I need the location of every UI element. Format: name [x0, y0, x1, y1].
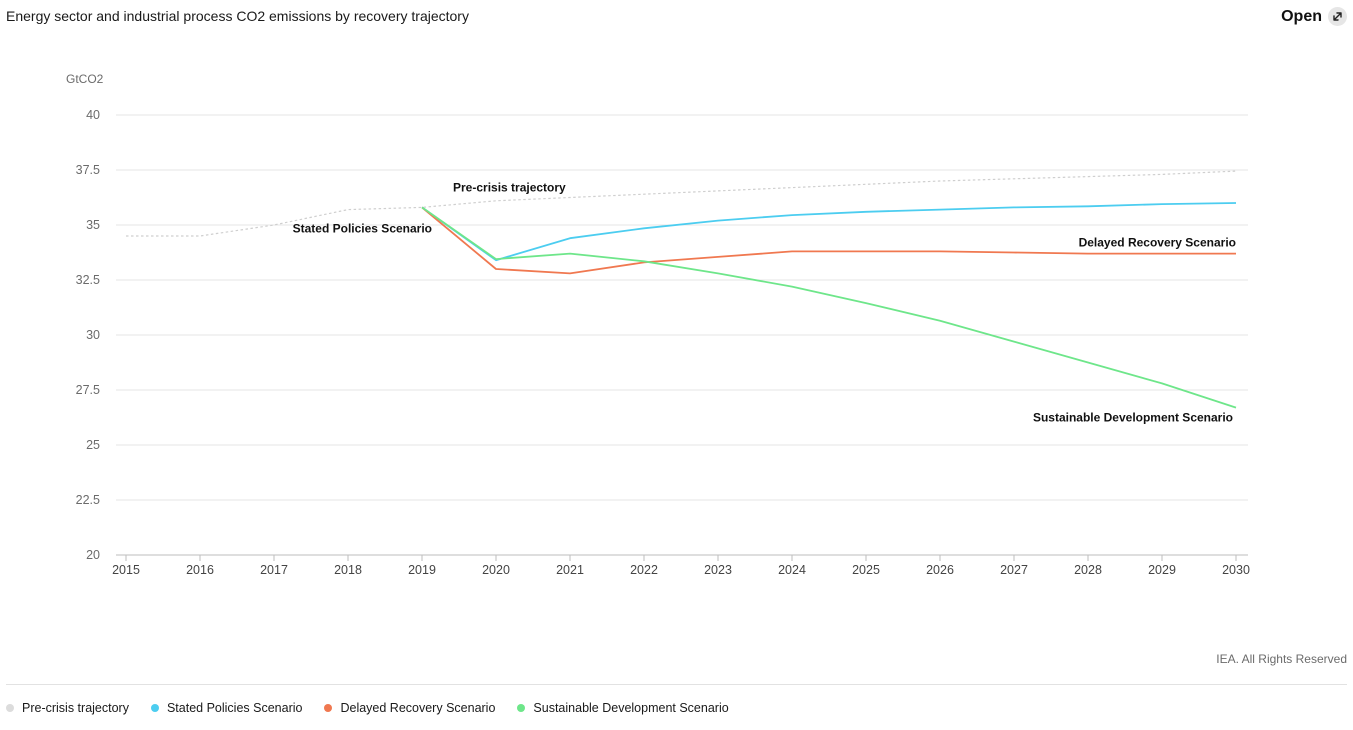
annotation-sustainable-development: Sustainable Development Scenario	[1033, 411, 1233, 425]
y-tick-label: 20	[86, 548, 100, 562]
y-tick-label: 25	[86, 438, 100, 452]
annotation-delayed-recovery: Delayed Recovery Scenario	[1079, 236, 1236, 250]
x-tick-label: 2015	[112, 563, 140, 577]
x-tick-label: 2024	[778, 563, 806, 577]
x-tick-label: 2026	[926, 563, 954, 577]
x-tick-label: 2019	[408, 563, 436, 577]
legend-label: Stated Policies Scenario	[166, 701, 303, 715]
copyright-text: IEA. All Rights Reserved	[1216, 652, 1347, 666]
x-tick-label: 2016	[186, 563, 214, 577]
x-tick-label: 2025	[852, 563, 880, 577]
x-tick-label: 2030	[1222, 563, 1250, 577]
annotation-pre-crisis: Pre-crisis trajectory	[453, 181, 566, 195]
x-tick-label: 2018	[334, 563, 362, 577]
series-line-pre-crisis	[126, 170, 1237, 237]
expand-arrow-icon	[1328, 7, 1347, 26]
x-tick-label: 2020	[482, 563, 510, 577]
y-tick-label: 22.5	[76, 493, 100, 507]
x-tick-label: 2023	[704, 563, 732, 577]
x-tick-label: 2029	[1148, 563, 1176, 577]
legend-label: Sustainable Development Scenario	[533, 701, 729, 715]
chart-title: Energy sector and industrial process CO2…	[6, 8, 469, 24]
x-tick-label: 2028	[1074, 563, 1102, 577]
open-button[interactable]: Open	[1281, 7, 1347, 26]
legend-item-delayed-recovery[interactable]: Delayed Recovery Scenario	[324, 701, 495, 715]
legend-item-pre-crisis[interactable]: Pre-crisis trajectory	[6, 701, 129, 715]
y-tick-label: 37.5	[76, 163, 100, 177]
legend-item-stated-policies[interactable]: Stated Policies Scenario	[150, 701, 303, 715]
y-tick-label: 32.5	[76, 273, 100, 287]
x-tick-label: 2021	[556, 563, 584, 577]
y-tick-label: 40	[86, 108, 100, 122]
series-line-delayed-recovery	[421, 206, 1236, 275]
series-line-stated-policies	[421, 202, 1237, 262]
x-tick-label: 2022	[630, 563, 658, 577]
y-axis-label: GtCO2	[66, 72, 104, 86]
y-tick-label: 35	[86, 218, 100, 232]
legend-dot	[150, 704, 159, 712]
legend-dot	[324, 704, 333, 712]
legend-label: Delayed Recovery Scenario	[340, 701, 496, 715]
legend-dot	[6, 704, 14, 712]
footer-divider	[6, 684, 1347, 685]
legend-dot	[517, 704, 526, 712]
series-line-sustainable-development	[421, 206, 1237, 409]
y-tick-label: 27.5	[76, 383, 100, 397]
x-tick-label: 2027	[1000, 563, 1028, 577]
legend-item-sustainable-development[interactable]: Sustainable Development Scenario	[517, 701, 729, 715]
open-button-label: Open	[1281, 7, 1322, 25]
line-chart: GtCO2 20 22.5 25 27.5 30 32.5 35 37.5 40 2015 2016 2…	[66, 72, 1250, 577]
x-tick-label: 2017	[260, 563, 288, 577]
y-tick-label: 30	[86, 328, 100, 342]
legend: Pre-crisis trajectory Stated Policies Sc…	[6, 701, 729, 715]
legend-label: Pre-crisis trajectory	[22, 701, 129, 715]
annotation-stated-policies: Stated Policies Scenario	[293, 221, 432, 235]
